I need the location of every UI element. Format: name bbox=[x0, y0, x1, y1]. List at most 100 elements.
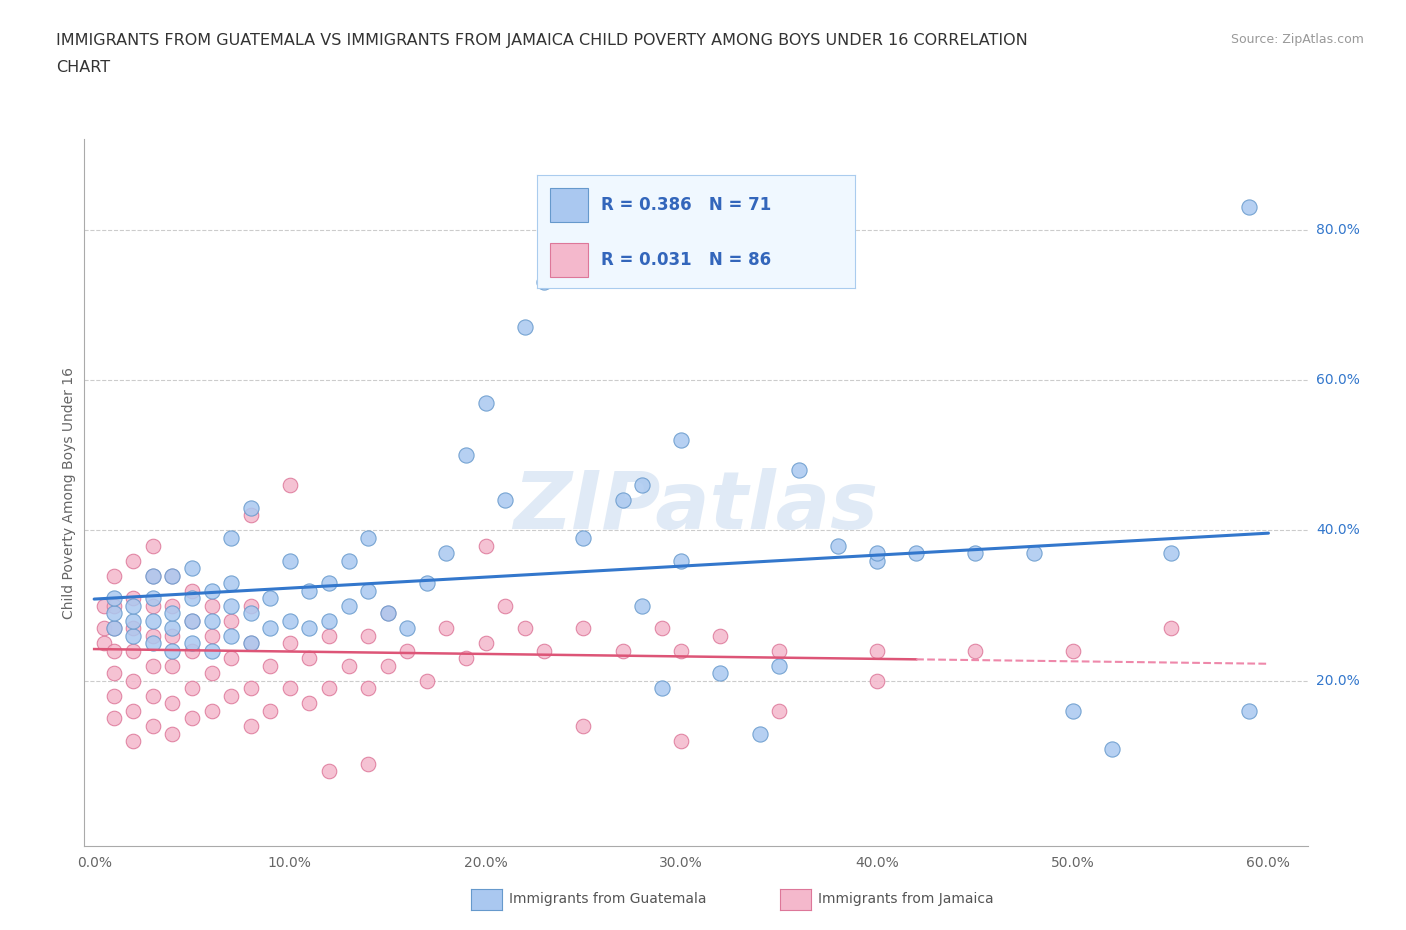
Point bbox=[122, 734, 145, 749]
Point bbox=[142, 658, 165, 673]
Point bbox=[454, 651, 477, 666]
Text: ZIPatlas: ZIPatlas bbox=[513, 468, 879, 546]
Text: R = 0.386   N = 71: R = 0.386 N = 71 bbox=[600, 196, 770, 215]
Point bbox=[298, 583, 321, 598]
Text: 40.0%: 40.0% bbox=[1316, 524, 1360, 538]
Point bbox=[318, 576, 340, 591]
Point bbox=[671, 432, 693, 447]
Point bbox=[866, 673, 889, 688]
Point bbox=[631, 598, 654, 613]
Point bbox=[162, 605, 184, 620]
Point bbox=[122, 703, 145, 718]
Point bbox=[436, 621, 458, 636]
Point bbox=[572, 621, 595, 636]
Point bbox=[612, 644, 634, 658]
Point bbox=[200, 598, 222, 613]
Point bbox=[612, 493, 634, 508]
Point bbox=[93, 636, 115, 651]
Point bbox=[298, 621, 321, 636]
Point bbox=[357, 531, 380, 546]
Text: Immigrants from Jamaica: Immigrants from Jamaica bbox=[818, 892, 994, 907]
Point bbox=[671, 644, 693, 658]
Point bbox=[219, 629, 242, 644]
Point bbox=[162, 644, 184, 658]
Point bbox=[494, 493, 516, 508]
Point bbox=[357, 681, 380, 696]
Point bbox=[181, 644, 204, 658]
Point bbox=[377, 605, 399, 620]
Point bbox=[103, 688, 125, 703]
Point bbox=[768, 703, 790, 718]
Point bbox=[142, 629, 165, 644]
Point bbox=[103, 568, 125, 583]
Point bbox=[162, 726, 184, 741]
Point bbox=[474, 395, 496, 410]
Point bbox=[103, 644, 125, 658]
Point bbox=[181, 711, 204, 726]
Point bbox=[122, 553, 145, 568]
Point bbox=[1062, 644, 1084, 658]
Point bbox=[631, 478, 654, 493]
Point bbox=[181, 613, 204, 628]
Point bbox=[396, 644, 419, 658]
Point bbox=[122, 613, 145, 628]
Point bbox=[122, 621, 145, 636]
Point bbox=[162, 658, 184, 673]
Text: 60.0%: 60.0% bbox=[1316, 373, 1360, 387]
Point bbox=[748, 726, 770, 741]
Point bbox=[142, 636, 165, 651]
Point bbox=[142, 719, 165, 734]
Point bbox=[671, 734, 693, 749]
Point bbox=[278, 553, 301, 568]
Point bbox=[337, 658, 360, 673]
Point bbox=[103, 598, 125, 613]
Point bbox=[200, 583, 222, 598]
Point bbox=[259, 621, 281, 636]
Point bbox=[219, 531, 242, 546]
Point bbox=[357, 629, 380, 644]
Point bbox=[1160, 546, 1182, 561]
Point bbox=[103, 711, 125, 726]
Point bbox=[142, 538, 165, 553]
Point bbox=[905, 546, 928, 561]
Point bbox=[181, 583, 204, 598]
Point bbox=[239, 636, 262, 651]
Point bbox=[357, 756, 380, 771]
Point bbox=[337, 553, 360, 568]
Point bbox=[787, 463, 810, 478]
Point bbox=[239, 508, 262, 523]
Point bbox=[454, 448, 477, 463]
Point bbox=[318, 764, 340, 778]
Point bbox=[494, 598, 516, 613]
Point bbox=[278, 478, 301, 493]
Point bbox=[1237, 703, 1260, 718]
Point bbox=[377, 658, 399, 673]
Point bbox=[200, 613, 222, 628]
Point bbox=[200, 629, 222, 644]
Point bbox=[103, 621, 125, 636]
Point bbox=[181, 681, 204, 696]
Point bbox=[278, 613, 301, 628]
Point bbox=[963, 644, 986, 658]
Point bbox=[200, 666, 222, 681]
Point bbox=[318, 629, 340, 644]
Point bbox=[122, 629, 145, 644]
Point bbox=[259, 703, 281, 718]
Text: R = 0.031   N = 86: R = 0.031 N = 86 bbox=[600, 251, 770, 269]
Bar bbox=[550, 243, 588, 276]
Point bbox=[651, 681, 673, 696]
Point bbox=[474, 636, 496, 651]
Point bbox=[239, 681, 262, 696]
Point bbox=[709, 666, 731, 681]
Point bbox=[103, 621, 125, 636]
Point bbox=[709, 629, 731, 644]
Point bbox=[866, 546, 889, 561]
Point bbox=[219, 576, 242, 591]
Point bbox=[219, 688, 242, 703]
Point bbox=[142, 568, 165, 583]
Point bbox=[337, 598, 360, 613]
Point bbox=[239, 636, 262, 651]
Point bbox=[122, 644, 145, 658]
Point bbox=[416, 576, 439, 591]
Text: Immigrants from Guatemala: Immigrants from Guatemala bbox=[509, 892, 706, 907]
